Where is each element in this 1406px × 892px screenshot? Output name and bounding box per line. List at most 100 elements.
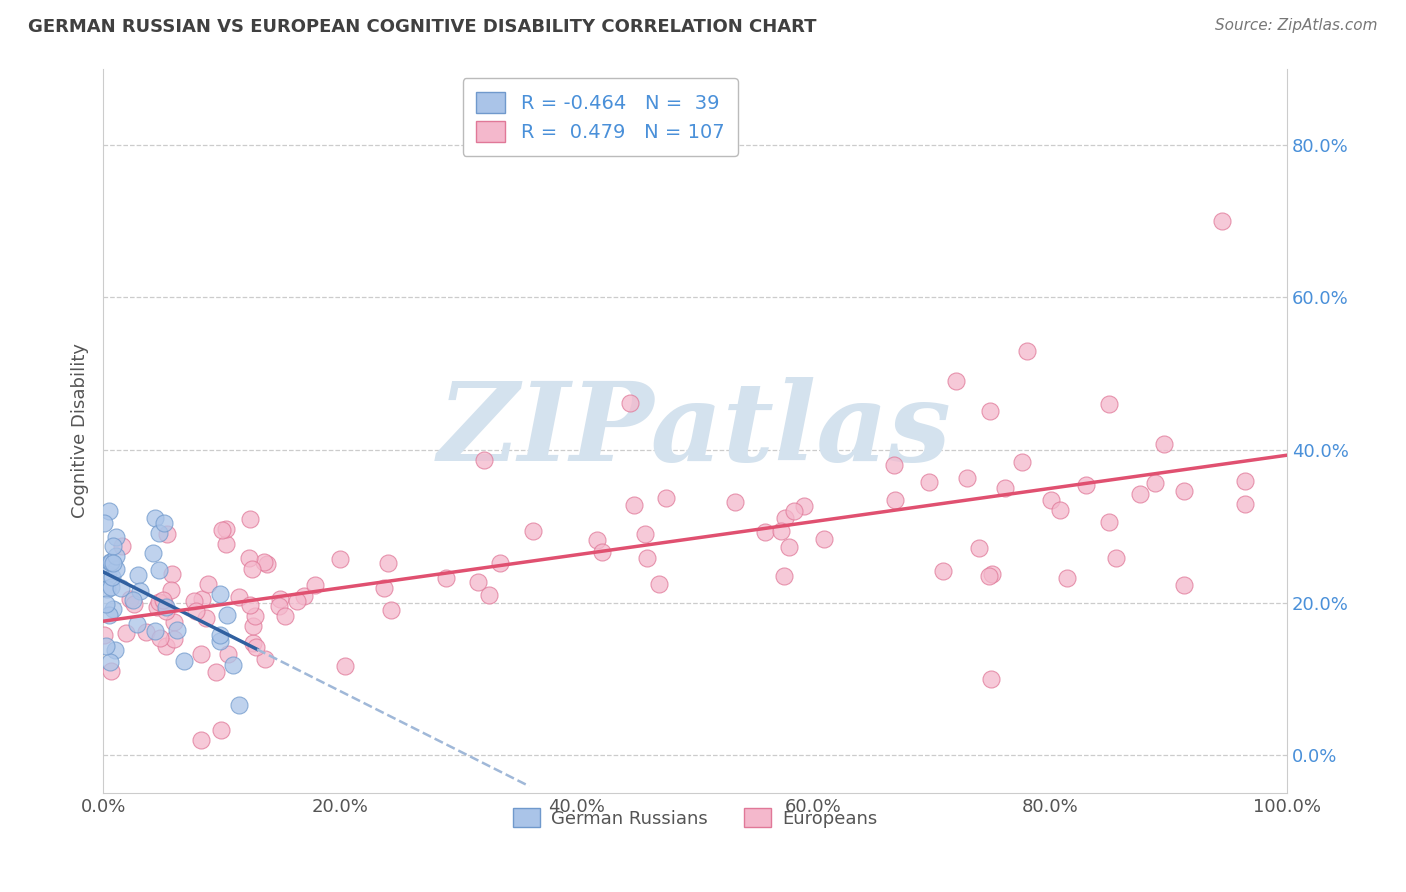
Europeans — [292, 589, 315, 603]
Europeans — [1234, 474, 1257, 488]
Europeans — [918, 475, 941, 489]
Europeans — [619, 396, 641, 410]
Europeans — [148, 595, 170, 609]
German Russians — [105, 549, 128, 563]
Europeans — [793, 499, 815, 513]
Europeans — [1173, 578, 1195, 592]
Europeans — [190, 733, 212, 747]
Europeans — [197, 577, 219, 591]
German Russians — [98, 504, 121, 518]
German Russians — [215, 608, 238, 623]
German Russians — [93, 516, 115, 531]
German Russians — [221, 658, 243, 673]
German Russians — [148, 563, 170, 577]
Europeans — [1153, 437, 1175, 451]
Europeans — [770, 524, 793, 538]
Europeans — [981, 566, 1004, 581]
Europeans — [1097, 515, 1119, 529]
Europeans — [967, 541, 990, 555]
Europeans — [163, 632, 186, 646]
Europeans — [380, 603, 402, 617]
Europeans — [240, 562, 263, 576]
German Russians — [166, 623, 188, 637]
Europeans — [634, 526, 657, 541]
Europeans — [883, 458, 905, 472]
Europeans — [623, 498, 645, 512]
Europeans — [1076, 478, 1098, 492]
Europeans — [183, 594, 205, 608]
Europeans — [1144, 475, 1167, 490]
German Russians — [228, 698, 250, 712]
Europeans — [256, 557, 278, 571]
Europeans — [522, 524, 544, 538]
Europeans — [239, 512, 262, 526]
Europeans — [243, 608, 266, 623]
Europeans — [813, 532, 835, 546]
Europeans — [754, 525, 776, 540]
German Russians — [97, 566, 120, 581]
Europeans — [146, 599, 169, 614]
German Russians — [100, 555, 122, 569]
Europeans — [434, 571, 457, 585]
Europeans — [118, 592, 141, 607]
German Russians — [209, 634, 232, 648]
Europeans — [269, 591, 291, 606]
German Russians — [96, 598, 118, 612]
German Russians — [143, 511, 166, 525]
Europeans — [1129, 487, 1152, 501]
Europeans — [979, 404, 1001, 418]
Europeans — [155, 640, 177, 654]
Text: GERMAN RUSSIAN VS EUROPEAN COGNITIVE DISABILITY CORRELATION CHART: GERMAN RUSSIAN VS EUROPEAN COGNITIVE DIS… — [28, 18, 817, 36]
Europeans — [238, 550, 260, 565]
German Russians — [98, 655, 121, 669]
German Russians — [148, 525, 170, 540]
German Russians — [100, 570, 122, 584]
German Russians — [101, 556, 124, 570]
Europeans — [160, 567, 183, 582]
Europeans — [228, 590, 250, 604]
German Russians — [122, 592, 145, 607]
Europeans — [724, 495, 747, 509]
German Russians — [110, 581, 132, 595]
Europeans — [242, 636, 264, 650]
Europeans — [773, 510, 796, 524]
German Russians — [127, 568, 149, 582]
Europeans — [190, 591, 212, 606]
German Russians — [96, 582, 118, 596]
Europeans — [1056, 570, 1078, 584]
Europeans — [135, 624, 157, 639]
Europeans — [160, 582, 183, 597]
German Russians — [155, 600, 177, 615]
Europeans — [1098, 397, 1121, 411]
Europeans — [778, 541, 800, 555]
Europeans — [478, 589, 501, 603]
Europeans — [488, 557, 510, 571]
German Russians — [152, 516, 174, 530]
Europeans — [111, 539, 134, 553]
Europeans — [153, 596, 176, 610]
German Russians — [173, 654, 195, 668]
Europeans — [591, 545, 613, 559]
Europeans — [149, 631, 172, 645]
Europeans — [647, 577, 669, 591]
Europeans — [215, 522, 238, 536]
Europeans — [190, 647, 212, 661]
Legend: German Russians, Europeans: German Russians, Europeans — [506, 801, 884, 835]
German Russians — [101, 539, 124, 553]
Europeans — [152, 593, 174, 607]
German Russians — [98, 556, 121, 570]
Europeans — [945, 375, 967, 389]
Europeans — [155, 527, 177, 541]
Europeans — [242, 618, 264, 632]
Europeans — [209, 723, 232, 737]
Europeans — [977, 569, 1000, 583]
Europeans — [956, 471, 979, 485]
Europeans — [883, 492, 905, 507]
Europeans — [772, 568, 794, 582]
Europeans — [254, 652, 277, 666]
Europeans — [980, 672, 1002, 686]
Europeans — [215, 537, 238, 551]
Europeans — [1211, 214, 1233, 228]
German Russians — [104, 642, 127, 657]
Europeans — [304, 578, 326, 592]
